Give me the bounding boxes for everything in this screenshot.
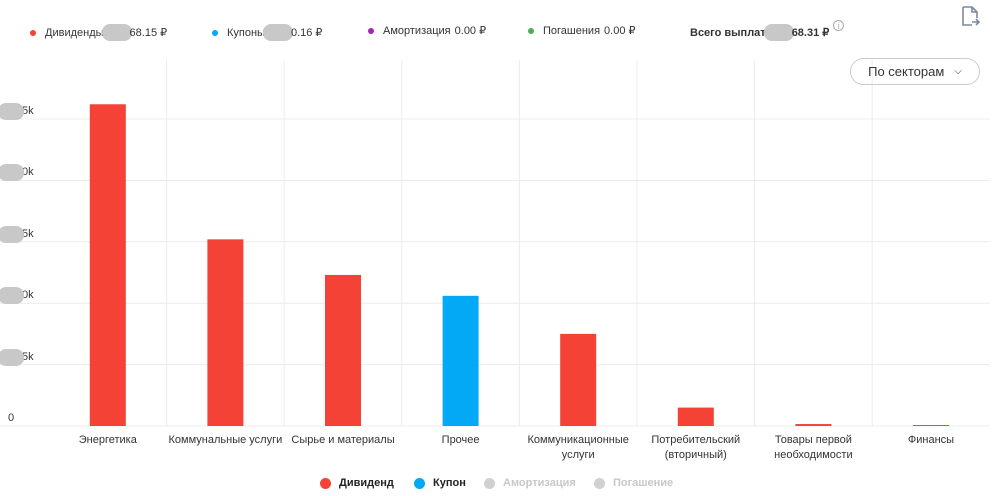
legend-dot <box>414 477 425 489</box>
legend-label: Амортизация <box>503 477 576 489</box>
bar <box>795 424 832 426</box>
bar <box>560 333 597 426</box>
y-tick-label: 5k <box>0 225 34 243</box>
y-tick-label: 5k <box>0 103 34 120</box>
group-select[interactable]: По секторам ⌵ <box>850 58 980 85</box>
summary-amount: 0.16 ₽ <box>290 27 323 39</box>
legend-item[interactable]: Погашение <box>594 477 673 489</box>
summary-amount: 0.00 ₽ <box>454 25 487 37</box>
x-tick-label: Финансы <box>907 434 955 446</box>
x-tick-label: Товары первой необходимости <box>774 434 853 461</box>
blur <box>0 225 24 243</box>
summary-item: Всего выплат 68.31 ₽ i <box>690 20 845 41</box>
blur <box>262 24 293 41</box>
summary-label: Дивиденды <box>45 26 104 39</box>
blur <box>763 24 794 41</box>
y-tick-label: 0 <box>8 412 15 424</box>
x-tick-label: Прочее <box>441 434 480 446</box>
x-tick-label: Коммунальные услуги <box>168 434 283 446</box>
x-tick-label: Коммуникационные услуги <box>527 434 629 461</box>
blur <box>0 287 24 305</box>
chevron: ⌵ <box>954 66 962 77</box>
summary-item: Погашения 0.00 ₽ <box>528 24 636 37</box>
summary-amount: 68.15 ₽ <box>129 27 168 39</box>
legend-label: Купон <box>433 477 466 489</box>
legend-item[interactable]: Купон <box>414 477 466 489</box>
bar <box>89 104 126 426</box>
summary-label: Погашения <box>543 24 601 37</box>
y-tick-label: 0k <box>0 164 34 182</box>
summary-label: Всего выплат <box>690 26 766 39</box>
summary-amount: 0.00 ₽ <box>604 25 636 37</box>
bar <box>325 274 361 426</box>
blur <box>0 164 24 182</box>
legend-label: Погашение <box>613 477 674 489</box>
summary-label: Амортизация <box>383 24 451 37</box>
legend-item[interactable]: Амортизация <box>484 477 576 489</box>
x-tick-label: Сырье и материалы <box>291 434 395 446</box>
bar <box>207 239 244 426</box>
summary-dot <box>30 29 36 36</box>
export-icon[interactable] <box>960 5 980 27</box>
summary-dot <box>528 27 534 34</box>
summary-dot <box>212 29 218 36</box>
bar <box>442 295 479 426</box>
legend-dot <box>594 477 605 489</box>
summary-dot <box>368 27 374 34</box>
y-tick-label: 0k <box>0 287 34 305</box>
summary-item: Амортизация 0.00 ₽ <box>368 24 486 37</box>
y-tick-label: 5k <box>0 348 34 366</box>
summary-item: Купоны 0.16 ₽ <box>212 24 322 41</box>
x-tick-label: Потребительский (вторичный) <box>651 434 741 461</box>
summary-amount: 68.31 ₽ <box>791 27 830 39</box>
blur <box>0 348 24 366</box>
bar <box>913 425 949 426</box>
group-select-label: По секторам <box>868 64 945 79</box>
bar <box>677 407 714 426</box>
legend-item[interactable]: Дивиденд <box>320 477 394 489</box>
legend-label: Дивиденд <box>339 477 394 489</box>
x-tick-label: Энергетика <box>78 434 137 446</box>
legend-dot <box>320 477 331 489</box>
summary-item: Дивиденды 68.15 ₽ <box>30 24 167 41</box>
legend-dot <box>484 477 495 489</box>
summary-label: Купоны <box>227 26 265 39</box>
info-icon: i <box>833 20 845 31</box>
blur <box>0 103 24 120</box>
blur <box>101 24 132 41</box>
